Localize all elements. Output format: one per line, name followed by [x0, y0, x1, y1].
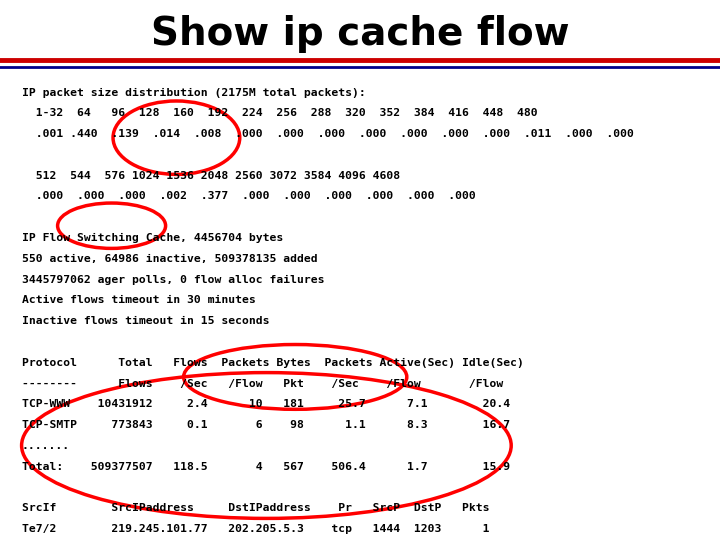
Text: --------      Flows    /Sec   /Flow   Pkt    /Sec    /Flow       /Flow: -------- Flows /Sec /Flow Pkt /Sec /Flow…	[22, 379, 503, 389]
Text: .000  .000  .000  .002  .377  .000  .000  .000  .000  .000  .000: .000 .000 .000 .002 .377 .000 .000 .000 …	[22, 191, 475, 201]
Text: IP packet size distribution (2175M total packets):: IP packet size distribution (2175M total…	[22, 87, 365, 98]
Text: Show ip cache flow: Show ip cache flow	[150, 15, 570, 53]
Text: TCP-SMTP     773843     0.1       6    98      1.1      8.3        16.7: TCP-SMTP 773843 0.1 6 98 1.1 8.3 16.7	[22, 420, 510, 430]
Text: Te7/2        219.245.101.77   202.205.5.3    tcp   1444  1203      1: Te7/2 219.245.101.77 202.205.5.3 tcp 144…	[22, 524, 489, 534]
Text: Inactive flows timeout in 15 seconds: Inactive flows timeout in 15 seconds	[22, 316, 269, 326]
Text: .001 .440  .139  .014  .008  .000  .000  .000  .000  .000  .000  .000  .011  .00: .001 .440 .139 .014 .008 .000 .000 .000 …	[22, 129, 634, 139]
Text: 3445797062 ager polls, 0 flow alloc failures: 3445797062 ager polls, 0 flow alloc fail…	[22, 274, 324, 285]
Text: Protocol      Total   Flows  Packets Bytes  Packets Active(Sec) Idle(Sec): Protocol Total Flows Packets Bytes Packe…	[22, 357, 523, 368]
Text: 550 active, 64986 inactive, 509378135 added: 550 active, 64986 inactive, 509378135 ad…	[22, 254, 318, 264]
Text: 512  544  576 1024 1536 2048 2560 3072 3584 4096 4608: 512 544 576 1024 1536 2048 2560 3072 358…	[22, 171, 400, 181]
Text: Active flows timeout in 30 minutes: Active flows timeout in 30 minutes	[22, 295, 256, 306]
Text: SrcIf        SrcIPaddress     DstIPaddress    Pr   SrcP  DstP   Pkts: SrcIf SrcIPaddress DstIPaddress Pr SrcP …	[22, 503, 489, 514]
Text: Total:    509377507   118.5       4   567    506.4      1.7        15.9: Total: 509377507 118.5 4 567 506.4 1.7 1…	[22, 462, 510, 472]
Text: .......: .......	[22, 441, 70, 451]
Text: 1-32  64   96  128  160  192  224  256  288  320  352  384  416  448  480: 1-32 64 96 128 160 192 224 256 288 320 3…	[22, 108, 537, 118]
Text: IP Flow Switching Cache, 4456704 bytes: IP Flow Switching Cache, 4456704 bytes	[22, 233, 283, 243]
Text: TCP-WWW    10431912     2.4      10   181     25.7      7.1        20.4: TCP-WWW 10431912 2.4 10 181 25.7 7.1 20.…	[22, 399, 510, 409]
